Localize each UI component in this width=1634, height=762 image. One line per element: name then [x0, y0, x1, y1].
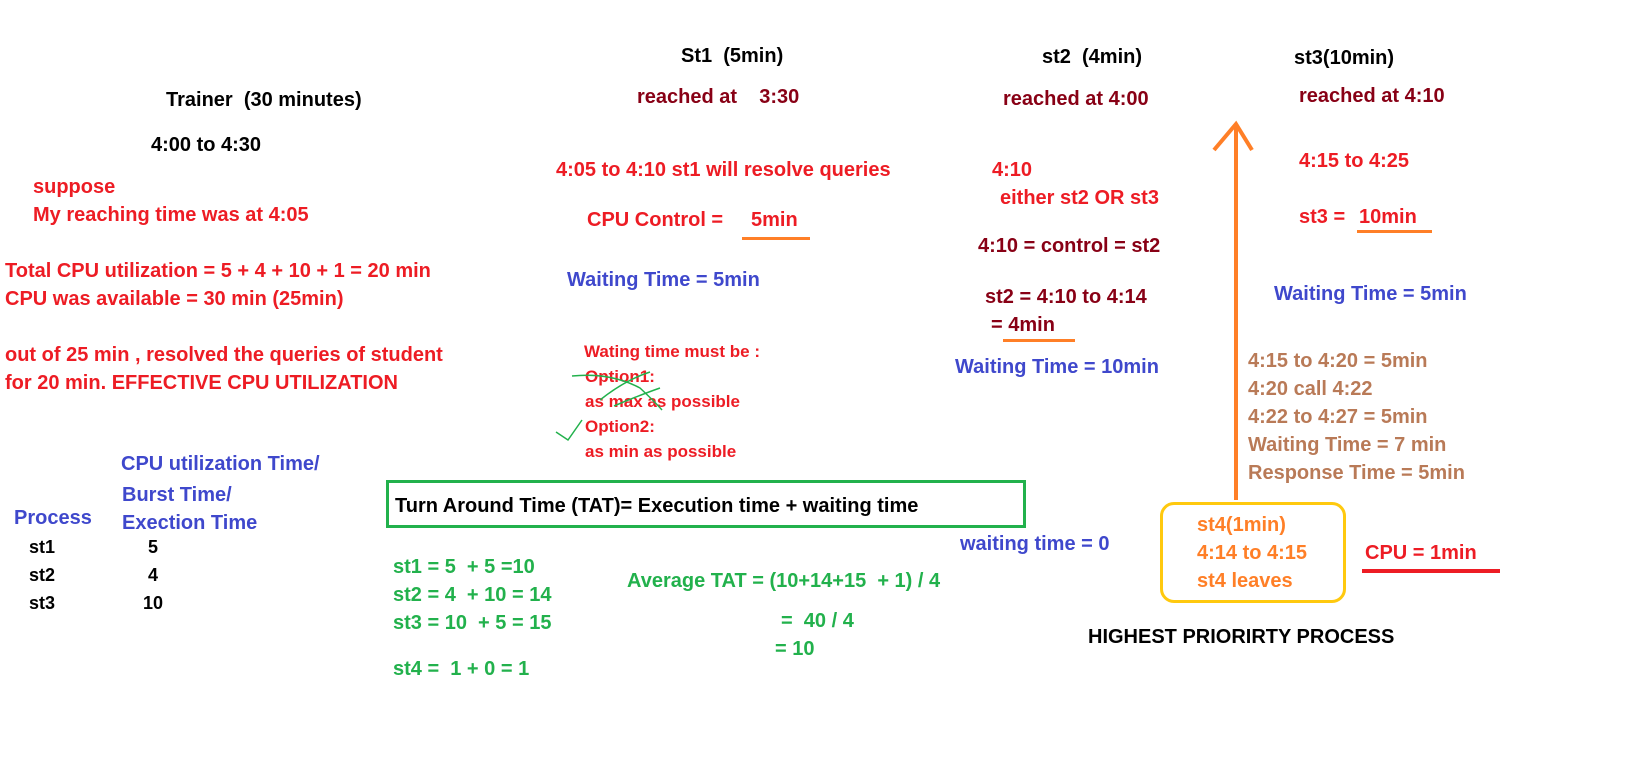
st3-calc-line: 4:20 call 4:22: [1248, 378, 1373, 400]
st2-control: 4:10 = control = st2: [978, 235, 1161, 257]
trainer-title: Trainer (30 minutes): [166, 89, 362, 111]
st4-cpu: CPU = 1min: [1365, 542, 1477, 564]
average-tat-step1: = 40 / 4: [781, 610, 854, 632]
tat-row: st3 = 10 + 5 = 15: [393, 612, 552, 634]
st3-calc-line: 4:15 to 4:20 = 5min: [1248, 350, 1428, 372]
st1-cpu-control-label: CPU Control =: [587, 209, 729, 231]
st1-reached: reached at 3:30: [637, 86, 800, 108]
st1-resolve: 4:05 to 4:10 st1 will resolve queries: [556, 159, 891, 181]
table-row-time: 4: [148, 565, 159, 585]
table-row-name: st2: [29, 565, 56, 585]
tat-formula: Turn Around Time (TAT)= Execution time +…: [395, 495, 919, 517]
table-header-process: Process: [14, 507, 92, 529]
st1-cpu-control-value: 5min: [751, 209, 798, 231]
table-header-time-1: CPU utilization Time/: [121, 453, 320, 475]
trainer-time: 4:00 to 4:30: [151, 134, 262, 156]
wait-note-title: Wating time must be :: [584, 342, 760, 361]
st3-calc-line: Response Time = 5min: [1248, 462, 1465, 484]
reaching-time: My reaching time was at 4:05: [33, 204, 309, 226]
st2-value-underline: [1003, 339, 1075, 342]
st1-cpu-underline: [742, 237, 810, 240]
highest-priority-caption: HIGHEST PRIORIRTY PROCESS: [1088, 626, 1395, 648]
tat-row: st1 = 5 + 5 =10: [393, 556, 535, 578]
st3-cpu-label: st3 =: [1299, 206, 1351, 228]
table-row-time: 10: [143, 593, 164, 613]
st3-title: st3(10min): [1294, 47, 1395, 69]
st3-waiting: Waiting Time = 5min: [1274, 283, 1467, 305]
tat-formula-box: [386, 480, 1026, 528]
tat-row: st4 = 1 + 0 = 1: [393, 658, 530, 680]
st1-title: St1 (5min): [681, 45, 784, 67]
st3-cpu-value: 10min: [1359, 206, 1417, 228]
st2-range: st2 = 4:10 to 4:14: [985, 286, 1147, 308]
st4-cpu-underline: [1362, 569, 1500, 573]
st3-reached: reached at 4:10: [1299, 85, 1445, 107]
st2-value: = 4min: [991, 314, 1055, 336]
st1-waiting: Waiting Time = 5min: [567, 269, 760, 291]
wait-note-option2: Option2:: [585, 417, 655, 436]
suppose-label: suppose: [33, 176, 116, 198]
effective-line-2: for 20 min. EFFECTIVE CPU UTILIZATION: [5, 372, 398, 394]
table-row-name: st1: [29, 537, 56, 557]
st3-range: 4:15 to 4:25: [1299, 150, 1410, 172]
table-header-time-2: Burst Time/: [122, 484, 232, 506]
st4-line: st4(1min): [1197, 514, 1286, 536]
average-tat-step2: = 10: [775, 638, 815, 660]
st4-box: [1160, 502, 1346, 603]
table-row-name: st3: [29, 593, 56, 613]
priority-arrow: [1212, 120, 1254, 500]
st3-calc-line: 4:22 to 4:27 = 5min: [1248, 406, 1428, 428]
wait-note-option1: Option1:: [585, 367, 655, 386]
check-mark-icon: [555, 419, 583, 442]
st4-waiting-time: waiting time = 0: [960, 533, 1110, 555]
st4-line: st4 leaves: [1197, 570, 1293, 592]
st3-calc-line: Waiting Time = 7 min: [1248, 434, 1447, 456]
average-tat: Average TAT = (10+14+15 + 1) / 4: [627, 570, 941, 592]
st2-waiting: Waiting Time = 10min: [955, 356, 1159, 378]
total-cpu-utilization: Total CPU utilization = 5 + 4 + 10 + 1 =…: [5, 260, 431, 282]
st3-cpu-underline: [1357, 230, 1432, 233]
st2-title: st2 (4min): [1042, 46, 1143, 68]
table-header-time-3: Exection Time: [122, 512, 258, 534]
cpu-available: CPU was available = 30 min (25min): [5, 288, 344, 310]
st2-reached: reached at 4:00: [1003, 88, 1149, 110]
tat-row: st2 = 4 + 10 = 14: [393, 584, 552, 606]
wait-note-option2-text: as min as possible: [585, 442, 737, 461]
effective-line-1: out of 25 min , resolved the queries of …: [5, 344, 443, 366]
strike-scribble: [571, 371, 663, 411]
table-row-time: 5: [148, 537, 159, 557]
st2-either: either st2 OR st3: [1000, 187, 1159, 209]
st2-time: 4:10: [992, 159, 1033, 181]
st4-line: 4:14 to 4:15: [1197, 542, 1308, 564]
